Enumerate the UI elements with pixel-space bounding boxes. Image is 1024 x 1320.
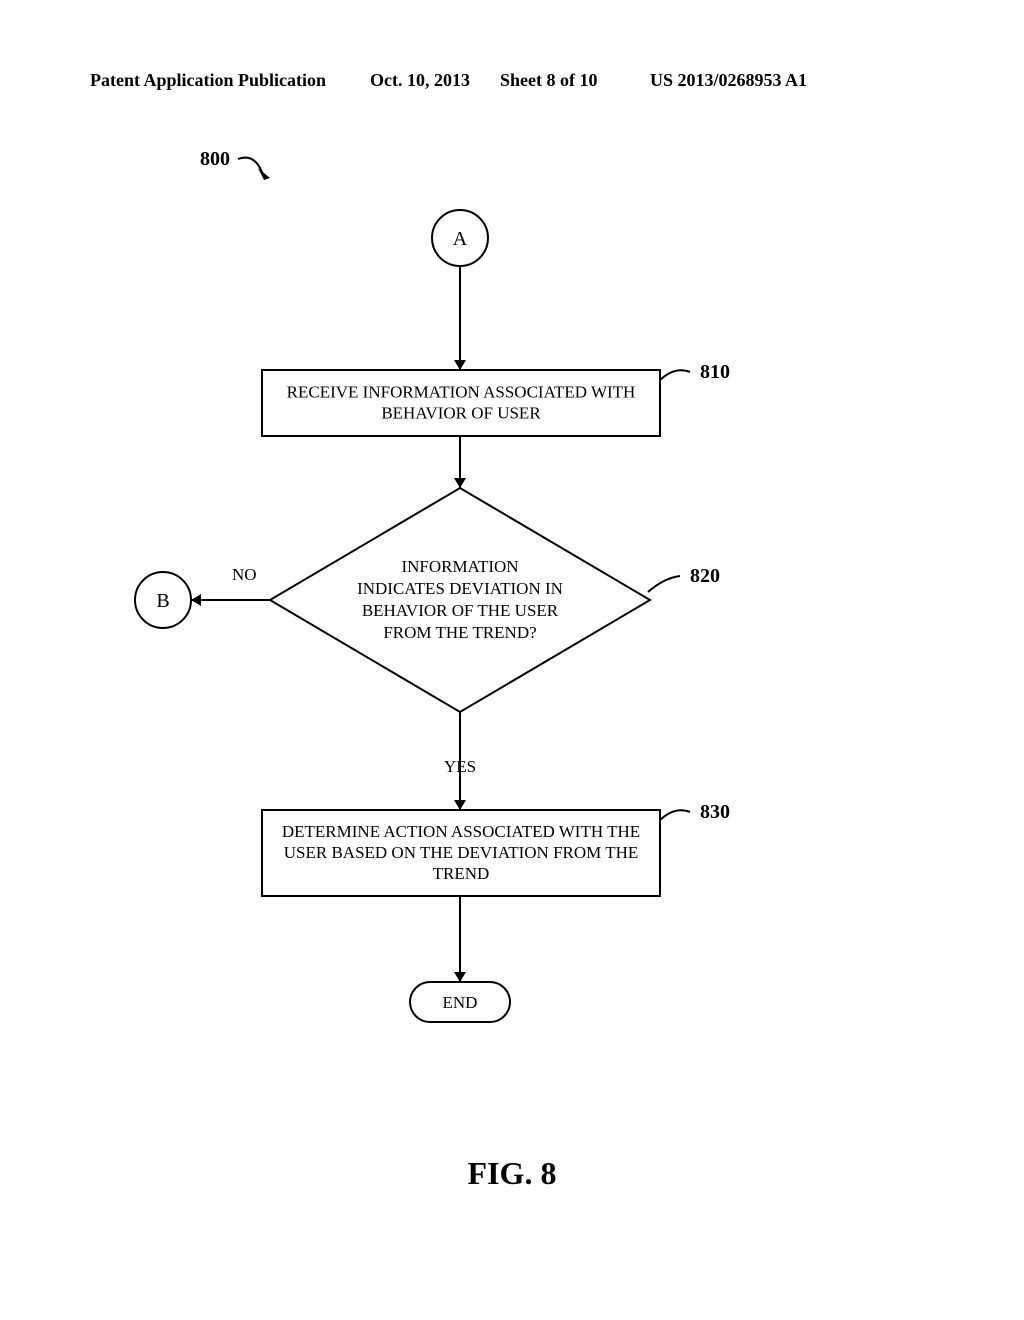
svg-text:INFORMATION: INFORMATION <box>401 557 518 576</box>
svg-text:TREND: TREND <box>433 864 490 883</box>
svg-text:DETERMINE ACTION ASSOCIATED WI: DETERMINE ACTION ASSOCIATED WITH THE <box>282 822 640 841</box>
svg-text:830: 830 <box>700 801 730 823</box>
svg-text:END: END <box>443 993 478 1012</box>
figure-label: FIG. 8 <box>0 1155 1024 1192</box>
svg-text:FROM THE TREND?: FROM THE TREND? <box>383 623 536 642</box>
svg-text:BEHAVIOR OF USER: BEHAVIOR OF USER <box>381 404 541 423</box>
svg-text:B: B <box>156 590 169 612</box>
svg-text:RECEIVE INFORMATION ASSOCIATED: RECEIVE INFORMATION ASSOCIATED WITH <box>287 383 636 402</box>
page: Patent Application Publication Oct. 10, … <box>0 0 1024 1320</box>
svg-text:YES: YES <box>444 757 476 776</box>
svg-text:800: 800 <box>200 148 230 170</box>
svg-text:USER BASED ON THE DEVIATION FR: USER BASED ON THE DEVIATION FROM THE <box>284 843 639 862</box>
svg-text:NO: NO <box>232 565 257 584</box>
svg-text:810: 810 <box>700 361 730 383</box>
flowchart-svg: 800 NO YES A RECEIVE INFORMATION ASSOCIATED … <box>0 0 1024 1320</box>
svg-text:INDICATES DEVIATION IN: INDICATES DEVIATION IN <box>357 579 563 598</box>
svg-text:A: A <box>453 228 468 250</box>
svg-text:BEHAVIOR OF THE USER: BEHAVIOR OF THE USER <box>362 601 559 620</box>
svg-text:820: 820 <box>690 565 720 587</box>
